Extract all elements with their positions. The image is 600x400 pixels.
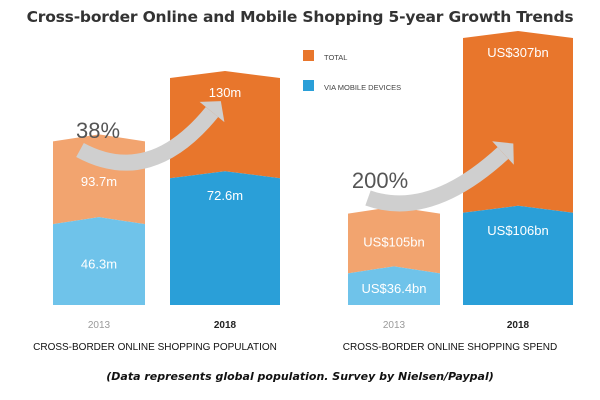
growth-arrow-shaft	[76, 106, 219, 171]
bar-mobile-2018	[170, 171, 280, 305]
chart-title: Cross-border Online and Mobile Shopping …	[26, 8, 574, 26]
panel-xlabel: CROSS-BORDER ONLINE SHOPPING SPEND	[343, 342, 557, 353]
legend-label-total: TOTAL	[324, 53, 347, 62]
bar-mobile-2018	[463, 205, 573, 305]
growth-arrow-head	[199, 101, 225, 123]
bar-mobile-2013	[53, 217, 145, 305]
bar-total-2018	[170, 71, 280, 179]
growth-label: 200%	[352, 168, 408, 193]
tick-label-2018: 2018	[507, 320, 530, 331]
panel-xlabel: CROSS-BORDER ONLINE SHOPPING POPULATION	[33, 342, 277, 353]
growth-arrow-head	[492, 141, 514, 165]
data-label-total-2013: 93.7m	[81, 174, 117, 189]
data-label-mobile-2018: 72.6m	[207, 188, 243, 203]
growth-label: 38%	[76, 118, 120, 143]
legend: TOTAL VIA MOBILE DEVICES	[303, 50, 401, 92]
bar-total-2013	[348, 206, 440, 274]
data-label-total-2018: US$307bn	[487, 45, 548, 60]
panel-population: 93.7m 46.3m 2013 130m 72.6m 2018 38% CROSS-BORD…	[33, 71, 280, 353]
footnote: (Data represents global population. Surv…	[106, 370, 494, 383]
bar-mobile-2013	[348, 266, 440, 305]
orange-square-icon	[303, 50, 314, 61]
data-label-total-2013: US$105bn	[363, 235, 424, 250]
blue-square-icon	[303, 80, 314, 91]
growth-arrow-shaft	[365, 147, 509, 212]
data-label-mobile-2013: US$36.4bn	[361, 281, 426, 296]
legend-label-mobile: VIA MOBILE DEVICES	[324, 83, 401, 92]
tick-label-2018: 2018	[214, 320, 237, 331]
data-label-mobile-2013: 46.3m	[81, 257, 117, 272]
panel-spend: US$105bn US$36.4bn 2013 US$307bn US$106bn 201…	[343, 31, 573, 353]
data-label-mobile-2018: US$106bn	[487, 223, 548, 238]
data-label-total-2018: 130m	[209, 85, 242, 100]
tick-label-2013: 2013	[383, 320, 406, 331]
tick-label-2013: 2013	[88, 320, 111, 331]
